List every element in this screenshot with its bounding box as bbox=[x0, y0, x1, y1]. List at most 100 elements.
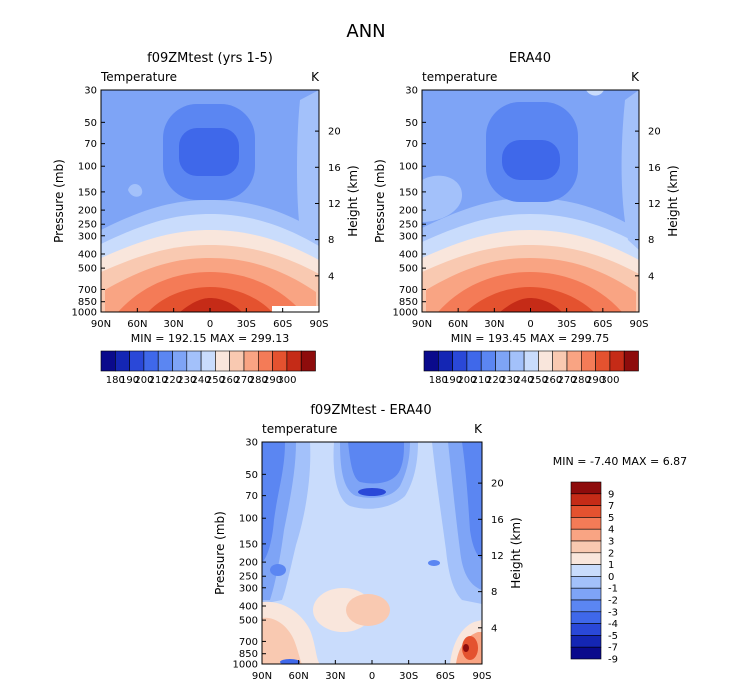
panel-diff-colorbar-cell bbox=[570, 635, 602, 648]
panel-obs-ytick-label: 150 bbox=[399, 187, 418, 198]
panel-diff-colorbar-cell bbox=[570, 481, 602, 495]
contour-fill-neg4-left bbox=[262, 442, 285, 562]
panel-diff-colorbar-label: 0 bbox=[608, 572, 614, 583]
contour-fill-1-2-bottom-left bbox=[262, 617, 302, 664]
panel-model-colorbar-cell bbox=[129, 350, 145, 372]
panel-obs-colorbar-cell bbox=[480, 350, 496, 372]
panel-diff-colorbar-cell bbox=[570, 505, 602, 518]
panel-obs-colorbar-label: 190 bbox=[443, 375, 462, 386]
panel-obs-ylabel-right: Height (km) bbox=[666, 165, 680, 236]
panel-diff-ytick-right-label: 12 bbox=[491, 551, 504, 562]
panel-obs-colorbar-label: 180 bbox=[429, 375, 448, 386]
panel-diff-colorbar-label: -7 bbox=[608, 643, 618, 654]
panel-obs-colorbar-cell bbox=[566, 350, 582, 372]
panel-obs-colorbar-cell bbox=[452, 350, 468, 372]
panel-model-colorbar-label: 210 bbox=[149, 375, 168, 386]
panel-model-axes: 90N 60N 30N 0 30S 60S 90S 30 50 70 100 150 200 250300… bbox=[52, 86, 360, 331]
panel-diff-colorbar-cell bbox=[570, 528, 602, 542]
panel-diff-colorbar-cell bbox=[570, 576, 602, 589]
panel-obs-colorbar-label: 290 bbox=[586, 375, 605, 386]
panel-obs: ERA40 temperature K 90N 60N 30N 0 30S 60S 90S 3… bbox=[373, 51, 680, 386]
panel-diff-colorbar-label: -3 bbox=[608, 607, 618, 618]
panel-model-colorbar-label: 300 bbox=[277, 375, 296, 386]
contour-fill-neg4-right bbox=[462, 442, 482, 560]
panel-obs-ytick-label: 700 bbox=[399, 285, 418, 296]
panel-diff-xtick-label: 90S bbox=[472, 671, 491, 682]
panel-diff-ytick-label: 100 bbox=[239, 514, 258, 525]
panel-obs-ytick-right-label: 20 bbox=[648, 127, 661, 138]
panel-diff-ytick-label: 700 bbox=[239, 637, 258, 648]
panel-diff-ytick-right-label: 4 bbox=[491, 623, 497, 634]
panel-diff-colorbar-label: -4 bbox=[608, 619, 618, 630]
panel-model-left-label: Temperature bbox=[100, 70, 177, 84]
panel-model-ytick-label: 500 bbox=[78, 264, 97, 275]
panel-model-colorbar-cell bbox=[157, 350, 173, 372]
panel-obs-xtick-label: 90S bbox=[629, 319, 648, 330]
panel-obs-xtick-label: 0 bbox=[527, 319, 533, 330]
panel-diff-ytick-label: 70 bbox=[245, 491, 258, 502]
panel-diff-colorbar-label: 9 bbox=[608, 489, 614, 500]
panel-obs-colorbar-cell bbox=[437, 350, 453, 372]
panel-model-ytick-right-label: 8 bbox=[328, 235, 334, 246]
panel-diff-left-label: temperature bbox=[262, 422, 337, 436]
panel-obs-colorbar-cell bbox=[623, 350, 639, 372]
contour-fill-4-6-bottom-right bbox=[462, 636, 478, 660]
contour-fill-neg4-spot bbox=[428, 560, 440, 566]
panel-diff-ytick-label: 1000 bbox=[233, 660, 258, 671]
panel-model-xtick-label: 60N bbox=[127, 319, 147, 330]
panel-model-colorbar-cell bbox=[143, 350, 159, 372]
panel-diff: f09ZMtest - ERA40 temperature K bbox=[213, 403, 687, 682]
panel-obs-colorbar-cell bbox=[523, 350, 539, 372]
panel-obs-ytick-label: 500 bbox=[399, 264, 418, 275]
panel-obs-ytick-label: 70 bbox=[405, 139, 418, 150]
panel-model-colorbar-label: 180 bbox=[106, 375, 125, 386]
panel-diff-ytick-label: 50 bbox=[245, 470, 258, 481]
panel-obs-ytick-right-label: 12 bbox=[648, 199, 661, 210]
panel-model-contours bbox=[101, 90, 319, 312]
panel-model-ytick-label: 30 bbox=[84, 86, 97, 97]
panel-model-colorbar-cell bbox=[243, 350, 259, 372]
panel-model-ytick-label: 250 bbox=[78, 220, 97, 231]
panel-obs-xtick-label: 90N bbox=[412, 319, 432, 330]
panel-diff-title: f09ZMtest - ERA40 bbox=[310, 403, 431, 418]
panel-model-colorbar-cell bbox=[229, 350, 245, 372]
panel-diff-units: K bbox=[474, 422, 483, 436]
panel-model-ytick-right-label: 12 bbox=[328, 199, 341, 210]
panel-model-colorbar-label: 290 bbox=[263, 375, 282, 386]
panel-diff-ytick-label: 30 bbox=[245, 438, 258, 449]
panel-model-xtick-label: 0 bbox=[207, 319, 213, 330]
panel-model-colorbar-label: 280 bbox=[249, 375, 268, 386]
panel-obs-colorbar-label: 230 bbox=[500, 375, 519, 386]
panel-model-colorbar-cell bbox=[286, 350, 302, 372]
panel-model-colorbar-label: 230 bbox=[177, 375, 196, 386]
panel-model-ytick-label: 1000 bbox=[72, 308, 97, 319]
panel-model-ytick-label: 700 bbox=[78, 285, 97, 296]
panel-diff-ytick-right-label: 8 bbox=[491, 587, 497, 598]
contour-fill-neg5-bottom bbox=[280, 659, 300, 664]
panel-model-colorbar-cell bbox=[100, 350, 116, 372]
contour-fill-230-blob bbox=[128, 184, 143, 197]
panel-model-colorbar-label: 200 bbox=[134, 375, 153, 386]
panel-diff-ytick-label: 400 bbox=[239, 601, 258, 612]
panel-model-colorbar-cell bbox=[300, 350, 316, 372]
contour-fill-neg4-spot-left bbox=[270, 564, 286, 576]
panel-diff-xtick-label: 60N bbox=[289, 671, 309, 682]
panel-obs-ytick-right-label: 8 bbox=[648, 235, 654, 246]
contour-fill-230-right bbox=[621, 90, 639, 250]
panel-diff-ytick-right-label: 20 bbox=[491, 479, 504, 490]
panel-model-ytick-label: 200 bbox=[78, 206, 97, 217]
panel-obs-xtick-label: 30S bbox=[557, 319, 576, 330]
panel-obs-ytick-label: 30 bbox=[405, 86, 418, 97]
panel-diff-colorbar-label: -2 bbox=[608, 596, 618, 607]
panel-obs-contours bbox=[422, 90, 639, 312]
panel-model-ytick-label: 150 bbox=[78, 187, 97, 198]
panel-obs-colorbar-cell bbox=[580, 350, 596, 372]
panel-obs-colorbar-cell bbox=[495, 350, 511, 372]
panel-obs-ytick-label: 250 bbox=[399, 220, 418, 231]
panel-model-xtick-label: 30N bbox=[164, 319, 184, 330]
panel-model-minmax: MIN = 192.15 MAX = 299.13 bbox=[131, 332, 289, 345]
panel-model-colorbar-label: 240 bbox=[192, 375, 211, 386]
panel-obs-ytick-label: 850 bbox=[399, 297, 418, 308]
missing-data-patch bbox=[272, 306, 319, 312]
panel-diff-colorbar-label: -1 bbox=[608, 584, 618, 595]
